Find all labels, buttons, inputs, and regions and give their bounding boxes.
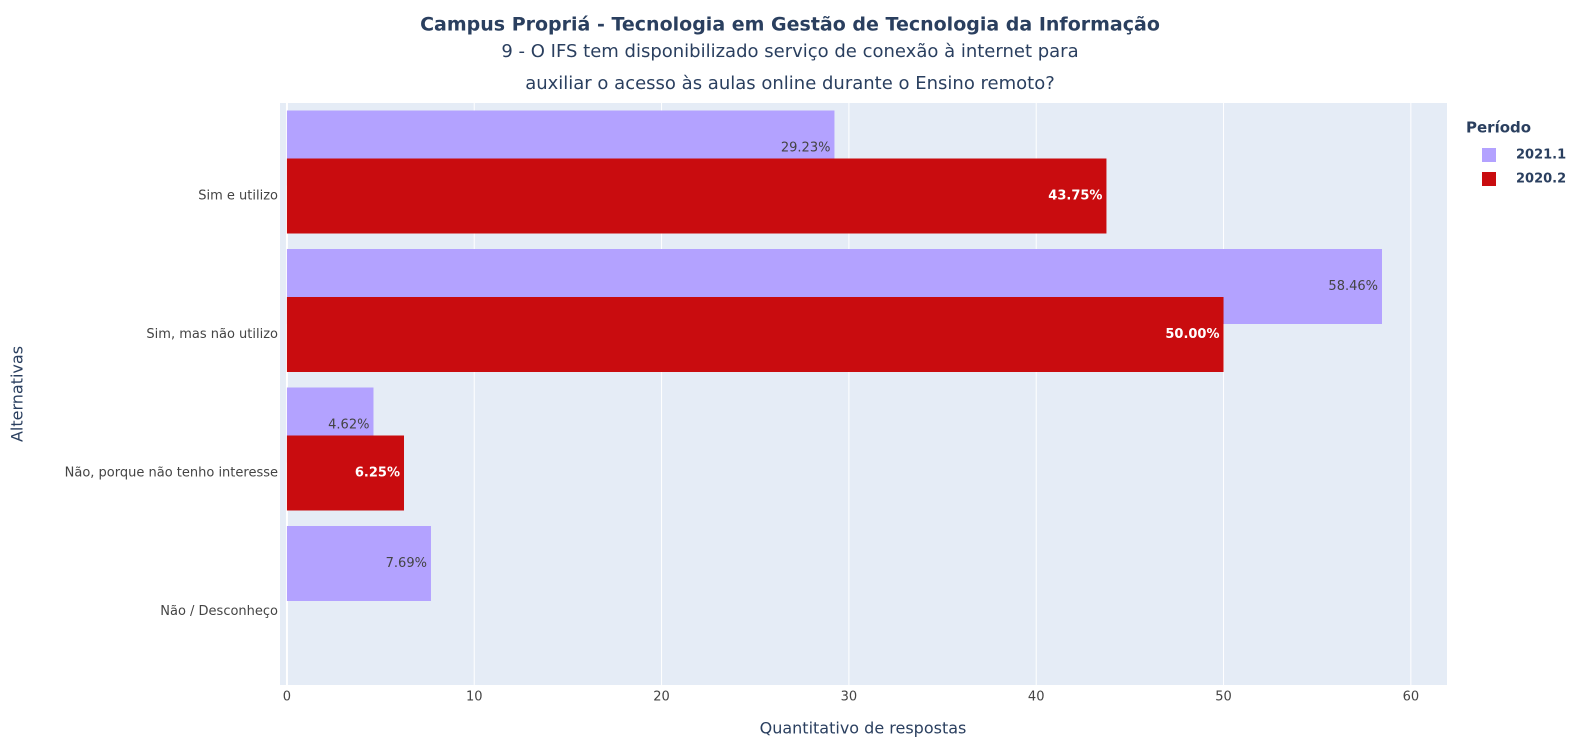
- y-tick-label: Não / Desconheço: [160, 604, 278, 619]
- data-label: 43.75%: [1048, 189, 1102, 204]
- bar: [286, 158, 1107, 234]
- data-label: 58.46%: [1328, 279, 1378, 294]
- bar: [286, 297, 1224, 372]
- chart-subtitle: auxiliar o acesso às aulas online durant…: [525, 73, 1055, 94]
- x-tick-label: 50: [1215, 690, 1232, 705]
- legend-label: 2021.1: [1516, 148, 1566, 163]
- x-tick-label: 10: [466, 690, 483, 705]
- legend-title: Período: [1466, 119, 1531, 137]
- legend-label: 2020.2: [1516, 172, 1566, 187]
- x-tick-label: 60: [1403, 690, 1420, 705]
- x-tick-label: 30: [841, 690, 858, 705]
- y-tick-label: Sim, mas não utilizo: [146, 327, 278, 342]
- x-axis-title: Quantitativo de respostas: [760, 719, 967, 738]
- legend-swatch: [1482, 172, 1496, 186]
- data-label: 4.62%: [328, 418, 369, 433]
- x-tick-label: 0: [283, 690, 291, 705]
- x-tick-label: 20: [653, 690, 670, 705]
- data-label: 7.69%: [386, 556, 427, 571]
- x-tick-label: 40: [1028, 690, 1045, 705]
- data-label: 50.00%: [1165, 327, 1219, 342]
- y-tick-label: Não, porque não tenho interesse: [65, 466, 278, 481]
- y-tick-label: Sim e utilizo: [198, 189, 278, 204]
- data-label: 29.23%: [781, 141, 831, 156]
- data-label: 6.25%: [355, 466, 400, 481]
- chart-title: Campus Propriá - Tecnologia em Gestão de…: [420, 14, 1160, 36]
- legend-swatch: [1482, 148, 1496, 162]
- chart-subtitle: 9 - O IFS tem disponibilizado serviço de…: [501, 41, 1078, 62]
- bar: [286, 526, 431, 601]
- y-axis-title: Alternativas: [8, 346, 27, 442]
- bar: [286, 435, 405, 511]
